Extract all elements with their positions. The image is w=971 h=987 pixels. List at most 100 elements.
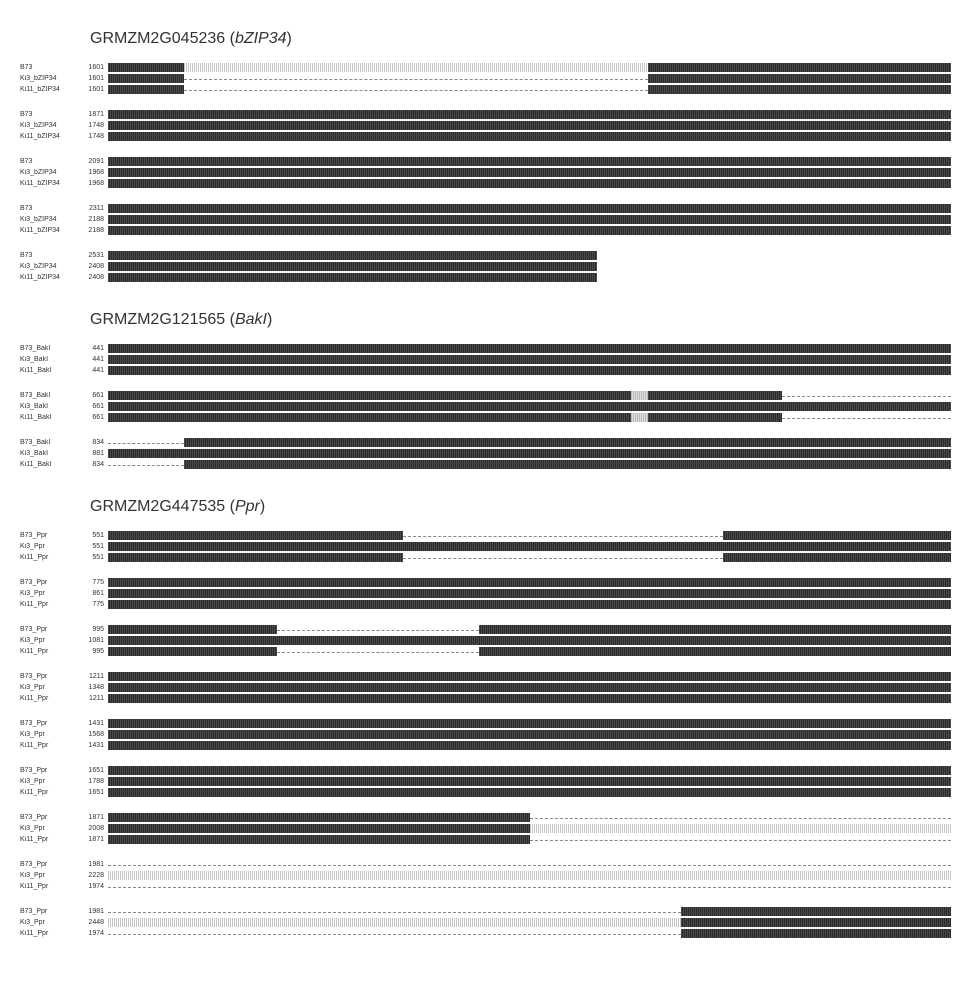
sequence-position: 2311 <box>82 205 108 212</box>
sequence-position: 1748 <box>82 133 108 140</box>
alignment-row-group: B73_Ppr1871Ki3_Ppr2008Ki11_Ppr1871 <box>20 812 951 845</box>
sequence-segment-dark <box>681 907 951 916</box>
alignment-row-group: B73_BakI834Ki3_BakI881Ki11_BakI834 <box>20 437 951 470</box>
sequence-label: Ki11_Ppr <box>20 742 82 749</box>
sequence-position: 441 <box>82 356 108 363</box>
sequence-segment-dark <box>648 74 951 83</box>
sequence-label: Ki3_bZIP34 <box>20 216 82 223</box>
alignment-row-group: B73_Ppr1211Ki3_Ppr1348Ki11_Ppr1211 <box>20 671 951 704</box>
sequence-position: 1211 <box>82 673 108 680</box>
sequence-label: Ki3_bZIP34 <box>20 169 82 176</box>
sequence-track <box>108 929 951 938</box>
sequence-position: 2448 <box>82 919 108 926</box>
sequence-label: B73_Ppr <box>20 626 82 633</box>
sequence-track <box>108 672 951 681</box>
sequence-position: 2408 <box>82 263 108 270</box>
sequence-position: 2091 <box>82 158 108 165</box>
sequence-position: 834 <box>82 461 108 468</box>
sequence-label: B73 <box>20 205 82 212</box>
sequence-track <box>108 719 951 728</box>
sequence-track <box>108 860 951 869</box>
sequence-row: B732091 <box>20 156 951 167</box>
sequence-track <box>108 179 951 188</box>
sequence-position: 551 <box>82 554 108 561</box>
sequence-row: Ki3_Ppr551 <box>20 541 951 552</box>
sequence-row: Ki3_Ppr2228 <box>20 870 951 881</box>
sequence-label: Ki11_Ppr <box>20 695 82 702</box>
sequence-segment-dark <box>108 683 951 692</box>
sequence-row: Ki11_bZIP342188 <box>20 225 951 236</box>
sequence-track <box>108 121 951 130</box>
sequence-position: 1981 <box>82 861 108 868</box>
sequence-position: 1431 <box>82 742 108 749</box>
sequence-track <box>108 741 951 750</box>
sequence-position: 995 <box>82 626 108 633</box>
gene-title-close: ) <box>260 498 265 515</box>
sequence-row: Ki3_Ppr2448 <box>20 917 951 928</box>
sequence-position: 1968 <box>82 169 108 176</box>
sequence-segment-gap <box>184 85 648 94</box>
sequence-row: B73_Ppr995 <box>20 624 951 635</box>
sequence-segment-dark <box>108 719 951 728</box>
gene-symbol: bZIP34 <box>235 30 287 47</box>
sequence-track <box>108 449 951 458</box>
sequence-row: B73_Ppr775 <box>20 577 951 588</box>
sequence-label: Ki3_Ppr <box>20 872 82 879</box>
sequence-label: B73_BakI <box>20 392 82 399</box>
sequence-segment-dark <box>184 438 951 447</box>
sequence-track <box>108 683 951 692</box>
sequence-segment-dark <box>108 449 951 458</box>
sequence-position: 861 <box>82 590 108 597</box>
sequence-track <box>108 85 951 94</box>
sequence-row: B73_Ppr551 <box>20 530 951 541</box>
sequence-segment-dark <box>108 777 951 786</box>
sequence-segment-dark <box>108 226 951 235</box>
sequence-label: B73 <box>20 64 82 71</box>
sequence-row: Ki3_Ppr1788 <box>20 776 951 787</box>
sequence-track <box>108 600 951 609</box>
sequence-segment-dark <box>108 813 530 822</box>
sequence-segment-gap <box>108 860 951 869</box>
sequence-label: Ki11_Ppr <box>20 554 82 561</box>
sequence-label: B73_BakI <box>20 345 82 352</box>
sequence-segment-dark <box>108 766 951 775</box>
alignment-row-group: B73_Ppr1981Ki3_Ppr2228Ki11_Ppr1974 <box>20 859 951 892</box>
sequence-track <box>108 204 951 213</box>
sequence-segment-lightbox <box>631 413 648 422</box>
alignment-row-group: B732531Ki3_bZIP342408Ki11_bZIP342408 <box>20 250 951 283</box>
sequence-label: Ki3_bZIP34 <box>20 122 82 129</box>
sequence-label: B73_Ppr <box>20 532 82 539</box>
sequence-track <box>108 788 951 797</box>
alignment-row-group: B73_Ppr551Ki3_Ppr551Ki11_Ppr551 <box>20 530 951 563</box>
sequence-row: Ki11_BakI661 <box>20 412 951 423</box>
sequence-label: B73_Ppr <box>20 908 82 915</box>
sequence-segment-dark <box>108 647 277 656</box>
sequence-segment-dark <box>648 391 783 400</box>
sequence-track <box>108 777 951 786</box>
sequence-segment-dark <box>108 74 184 83</box>
sequence-segment-dark <box>108 589 951 598</box>
sequence-track <box>108 438 951 447</box>
sequence-row: Ki11_Ppr1211 <box>20 693 951 704</box>
sequence-label: Ki3_Ppr <box>20 778 82 785</box>
sequence-segment-dark <box>108 204 951 213</box>
sequence-position: 1601 <box>82 64 108 71</box>
sequence-label: B73 <box>20 252 82 259</box>
sequence-track <box>108 882 951 891</box>
sequence-row: Ki11_Ppr1431 <box>20 740 951 751</box>
sequence-label: Ki11_BakI <box>20 414 82 421</box>
sequence-row: Ki11_BakI441 <box>20 365 951 376</box>
sequence-row: Ki11_Ppr1651 <box>20 787 951 798</box>
alignment-row-group: B73_BakI661Ki3_BakI661Ki11_BakI661 <box>20 390 951 423</box>
sequence-row: B732531 <box>20 250 951 261</box>
sequence-position: 2008 <box>82 825 108 832</box>
gene-symbol: Ppr <box>235 498 260 515</box>
sequence-segment-dark <box>108 85 184 94</box>
alignment-row-group: B73_Ppr1981Ki3_Ppr2448Ki11_Ppr1974 <box>20 906 951 939</box>
sequence-label: B73_Ppr <box>20 861 82 868</box>
sequence-segment-gap <box>403 531 723 540</box>
sequence-position: 551 <box>82 543 108 550</box>
sequence-label: B73_Ppr <box>20 579 82 586</box>
sequence-position: 661 <box>82 403 108 410</box>
sequence-position: 1601 <box>82 86 108 93</box>
